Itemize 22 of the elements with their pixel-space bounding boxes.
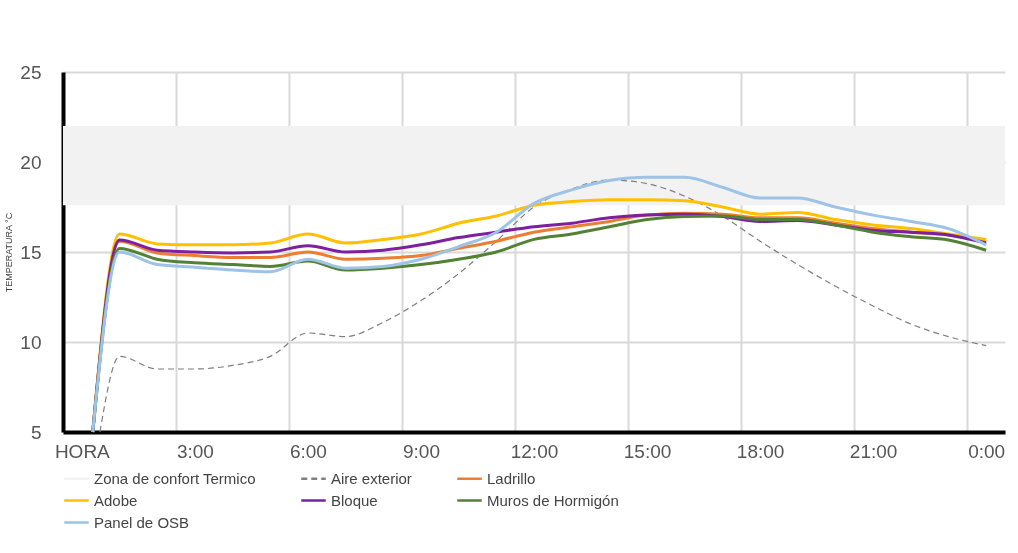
x-tick-label: 6:00 bbox=[289, 440, 327, 462]
legend-label: Panel de OSB bbox=[94, 513, 190, 531]
y-tick-label: 25 bbox=[20, 61, 42, 83]
legend-label: Adobe bbox=[94, 491, 138, 509]
y-axis-title: TEMPERATURA °C bbox=[4, 212, 15, 293]
y-tick-label: 20 bbox=[20, 151, 42, 173]
legend-label: Zona de confort Termico bbox=[94, 469, 256, 487]
legend-label: Ladrillo bbox=[487, 469, 536, 487]
legend-label: Aire exterior bbox=[331, 469, 412, 487]
x-tick-label: 15:00 bbox=[623, 440, 672, 462]
x-tick-label: 9:00 bbox=[402, 440, 440, 462]
x-tick-label: 3:00 bbox=[176, 440, 214, 462]
y-tick-label: 10 bbox=[20, 331, 42, 353]
x-tick-label: 0:00 bbox=[968, 440, 1006, 462]
x-tick-label: 18:00 bbox=[736, 440, 785, 462]
y-tick-label: 15 bbox=[20, 241, 42, 263]
x-tick-label: 12:00 bbox=[510, 440, 559, 462]
x-tick-label: HORA bbox=[54, 440, 111, 462]
x-tick-label: 21:00 bbox=[849, 440, 898, 462]
legend-label: Muros de Hormigón bbox=[487, 491, 619, 509]
legend-label: Bloque bbox=[331, 491, 378, 509]
y-tick-label: 5 bbox=[30, 421, 42, 443]
